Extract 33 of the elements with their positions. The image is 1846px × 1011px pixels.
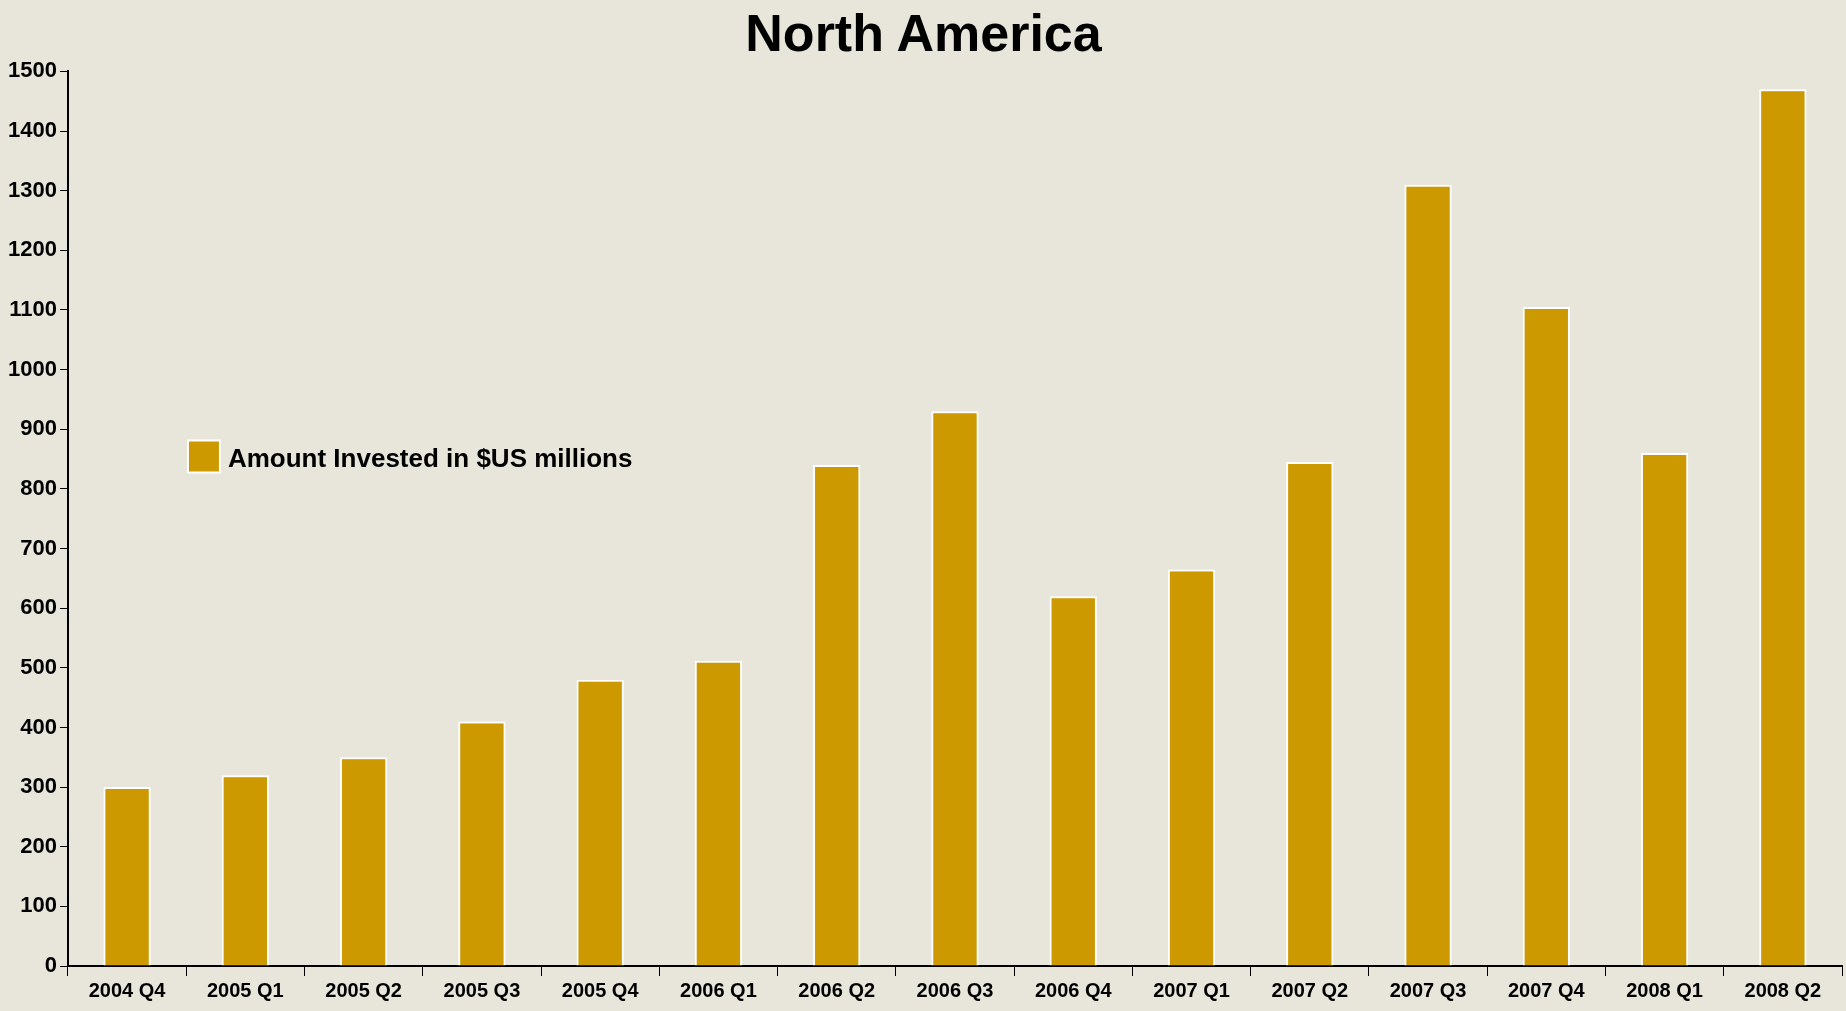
y-tick-label: 300 [20,773,57,799]
y-tick-label: 400 [20,713,57,739]
y-tick-label: 800 [20,474,57,500]
x-tick-label: 2007 Q1 [1153,978,1230,1001]
x-tick-label: 2005 Q4 [561,978,640,1001]
y-tick-label: 500 [20,653,57,679]
y-tick-label: 100 [20,892,57,918]
x-tick-label: 2007 Q3 [1389,978,1467,1001]
x-tick-label: 2005 Q1 [206,978,284,1001]
x-tick-label: 2006 Q4 [1034,978,1113,1001]
x-tick-label: 2007 Q4 [1507,978,1586,1001]
y-tick-label: 0 [44,952,57,978]
x-tick-label: 2008 Q2 [1744,978,1822,1001]
x-tick-label: 2008 Q1 [1626,978,1703,1001]
y-tick-label: 1100 [9,296,57,322]
y-tick-label: 1400 [7,117,57,143]
x-tick-label: 2006 Q1 [680,978,757,1001]
y-tick-label: 1000 [7,355,57,381]
x-tick-label: 2004 Q4 [88,978,167,1001]
y-tick-label: 900 [20,415,57,441]
x-tick-label: 2007 Q2 [1271,978,1349,1001]
chart-title: North America [745,3,1103,62]
x-tick-label: 2005 Q2 [325,978,402,1001]
y-tick-label: 700 [20,534,57,560]
x-tick-label: 2005 Q3 [443,978,521,1001]
x-tick-label: 2006 Q2 [798,978,876,1001]
y-tick-label: 1500 [7,57,57,83]
y-tick-label: 200 [20,832,57,858]
y-tick-label: 1200 [7,236,57,262]
legend-label: Amount Invested in $US millions [227,442,633,473]
x-tick-label: 2006 Q3 [916,978,994,1001]
y-tick-label: 600 [20,594,57,620]
y-tick-label: 1300 [7,176,57,202]
